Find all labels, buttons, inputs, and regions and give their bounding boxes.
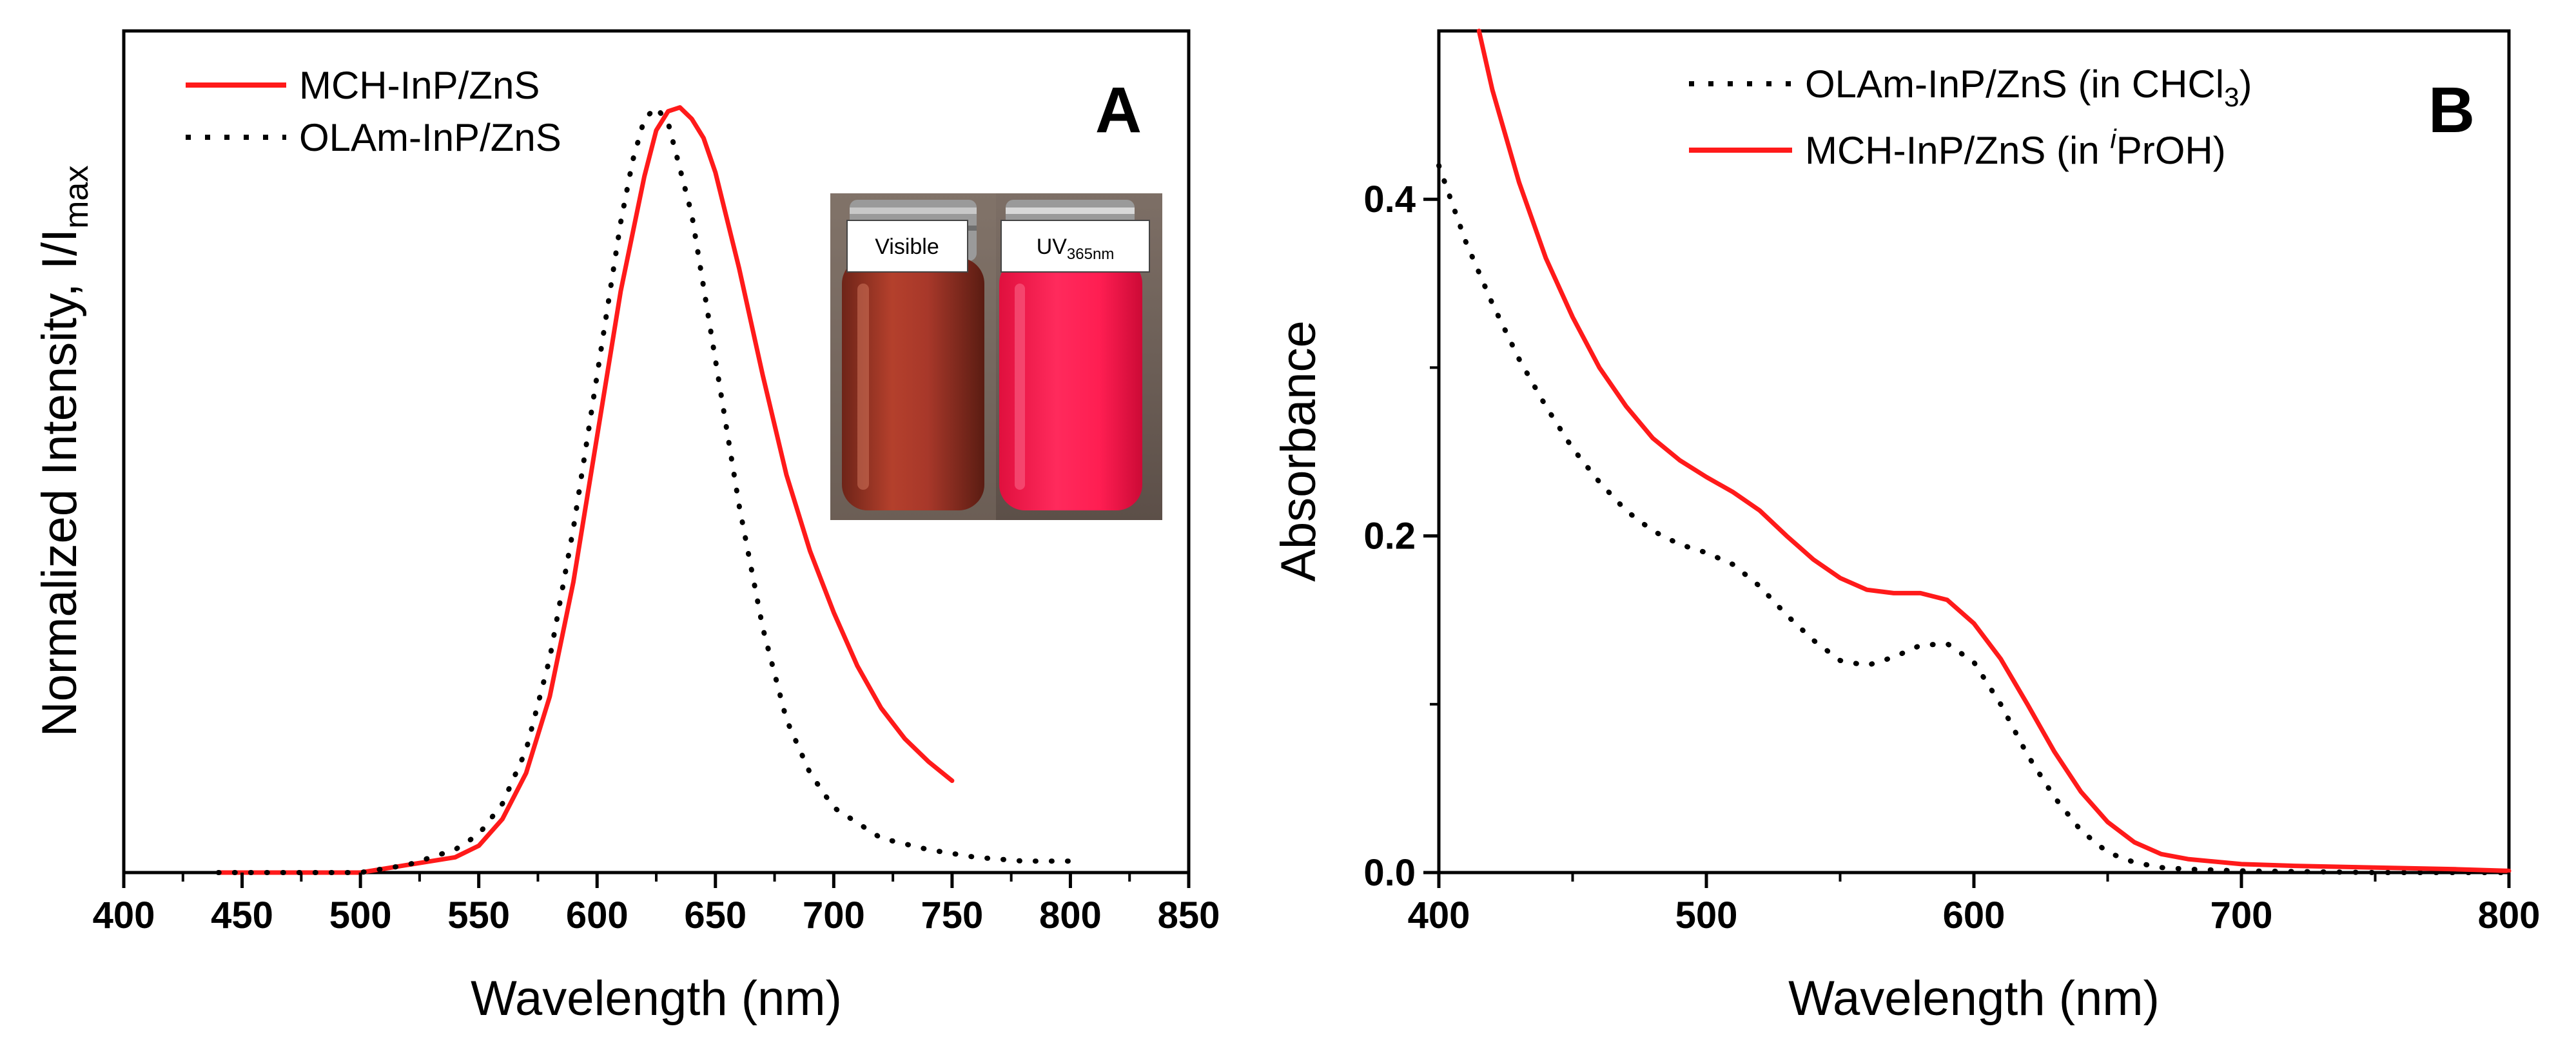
jar-label-visible: Visible [875,235,939,259]
panel-a-series [215,104,1073,875]
legend-label-mch: MCH-InP/ZnS [299,64,540,107]
x-tick-label: 650 [684,894,746,936]
panel-b-y-axis-label: Absorbance [1271,320,1326,582]
series-line-b-0 [1436,163,2512,875]
panel-a-x-ticks: 400 450 500 550 600 650 700 750 800 850 [93,873,1220,936]
legend-label-olam-b: OLAm-InP/ZnS (in CHCl3) [1805,63,2252,112]
panel-a-y-axis-label: Normalized Intensity, I/Imax [32,166,95,737]
x-tick-label: 800 [1039,894,1102,936]
panel-b-label: B [2428,74,2475,146]
panel-b: 400 500 600 700 800 0.0 0.2 0.4 B OLAm-InP/ZnS… [1271,28,2541,1026]
inset-photo: Visible UV365nm [830,193,1162,520]
x-tick-label: 550 [447,894,510,936]
jar-label-uv-box [1000,220,1150,273]
panel-b-x-axis-label: Wavelength (nm) [1788,971,2160,1026]
panel-a-label: A [1095,74,1142,146]
y-tick-label: 0.2 [1363,516,1416,557]
x-tick-label: 450 [211,894,273,936]
x-tick-label: 500 [329,894,392,936]
legend-label-olam: OLAm-InP/ZnS [299,116,561,159]
x-tick-label: 500 [1675,894,1738,936]
jar-label-uv: UV365nm [1037,235,1115,263]
panel-b-series [1436,28,2512,875]
jar-label-visible-box [846,220,968,273]
x-tick-label: 750 [921,894,983,936]
x-tick-label: 700 [803,894,865,936]
panel-b-legend: OLAm-InP/ZnS (in CHCl3) MCH-InP/ZnS (in … [1689,63,2252,172]
panel-b-x-ticks: 400 500 600 700 800 [1408,873,2541,936]
series-line-a-0 [216,105,955,875]
x-tick-label: 600 [1943,894,2005,936]
panel-a: 400 450 500 550 600 650 700 750 800 850 A MCH-InP… [32,29,1220,1026]
x-tick-label: 850 [1158,894,1220,936]
panel-b-y-ticks: 0.0 0.2 0.4 [1363,179,1439,894]
legend-label-mch-b: MCH-InP/ZnS (in iPrOH) [1805,124,2226,172]
series-line-a-1 [215,104,1073,875]
x-tick-label: 800 [2478,894,2541,936]
x-tick-label: 700 [2210,894,2273,936]
panel-a-x-axis-label: Wavelength (nm) [471,971,842,1026]
x-tick-label: 600 [566,894,629,936]
y-tick-label: 0.4 [1363,179,1416,220]
series-line-b-1 [1476,28,2512,873]
panel-a-legend: MCH-InP/ZnS OLAm-InP/ZnS [186,64,561,159]
y-tick-label: 0.0 [1363,852,1416,894]
x-tick-label: 400 [93,894,155,936]
x-tick-label: 400 [1408,894,1470,936]
